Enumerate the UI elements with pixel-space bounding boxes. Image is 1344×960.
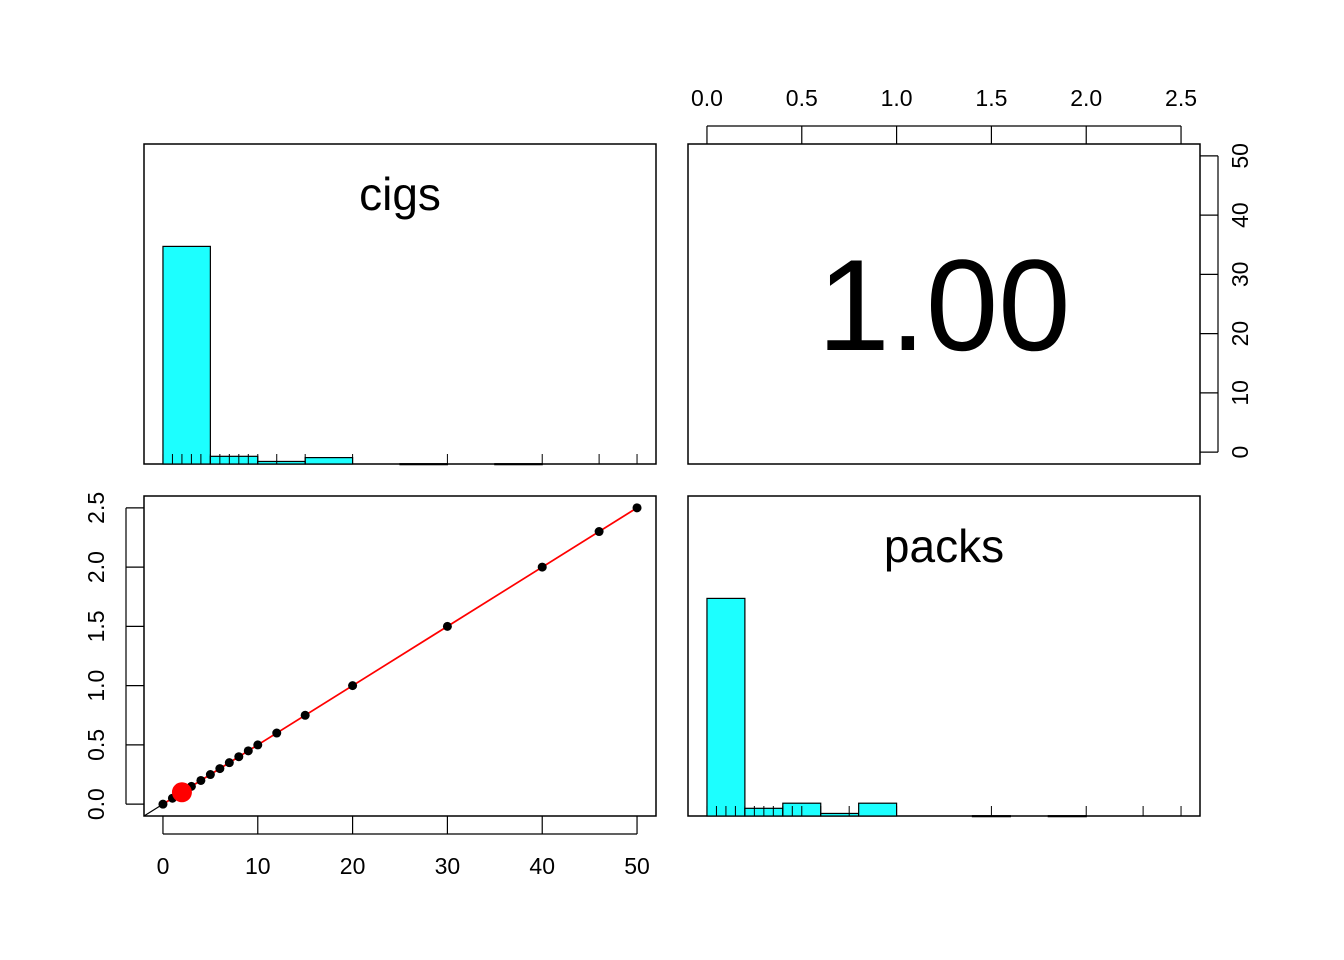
packs-hist-bar (706, 597, 746, 817)
cigs-hist-bar (209, 455, 259, 465)
scatter-point (348, 681, 358, 691)
scatter-point (224, 758, 234, 768)
y-axis-tick-label: 1.5 (83, 610, 109, 642)
scatter-panel (143, 495, 657, 817)
correlation-panel (687, 143, 1201, 465)
right-axis-tick-label: 10 (1227, 380, 1253, 406)
top-axis-tick-label: 0.0 (691, 85, 723, 111)
top-axis-tick-label: 0.5 (786, 85, 818, 111)
top-axis-tick-label: 2.0 (1070, 85, 1102, 111)
fit-line (162, 507, 638, 805)
cigs-hist-bar (494, 463, 543, 466)
scatter-marks: 0 10 20 30 40 50 0.0 0.5 1.0 1.5 2.0 2.5 (83, 492, 650, 879)
scatter-point (442, 621, 452, 631)
top-axis-tick-label: 2.5 (1165, 85, 1197, 111)
right-axis-tick-label: 30 (1227, 262, 1253, 288)
scatter-point (234, 752, 244, 762)
cigs-hist-bar (257, 460, 306, 465)
cigs-title: cigs (359, 168, 441, 220)
packs-title: packs (884, 520, 1004, 572)
scatter-point (196, 775, 206, 785)
cigs-hist-bar (162, 245, 211, 465)
right-axis-tick-label: 20 (1227, 321, 1253, 347)
scatter-point (215, 764, 225, 774)
y-axis-tick-label: 1.0 (83, 670, 109, 702)
x-axis-tick-label: 10 (245, 853, 271, 879)
top-axis-tick-label: 1.5 (975, 85, 1007, 111)
scatter-point (537, 562, 547, 572)
right-axis-tick-label: 0 (1227, 446, 1253, 459)
y-axis-tick-label: 2.5 (83, 492, 109, 524)
packs-hist-bar (820, 812, 860, 817)
x-axis-tick-label: 50 (624, 853, 650, 879)
scatter-point (205, 770, 215, 780)
mean-point (171, 782, 192, 803)
scatter-point (272, 728, 282, 738)
x-axis-tick-label: 30 (435, 853, 461, 879)
scatter-point (594, 527, 604, 537)
scatter-point (632, 503, 642, 513)
packs-hist-bar (858, 802, 898, 817)
scatter-point (158, 799, 168, 809)
cigs-hist-bar (399, 463, 449, 466)
top-axis-tick-label: 1.0 (881, 85, 913, 111)
x-axis-tick-label: 40 (529, 853, 555, 879)
x-axis-tick-label: 0 (157, 853, 170, 879)
correlation-marks: 0.0 0.5 1.0 1.5 2.0 2.5 0 10 20 30 40 50 (691, 85, 1253, 459)
right-axis-tick-label: 40 (1227, 202, 1253, 228)
y-axis-tick-label: 0.0 (83, 788, 109, 820)
right-axis-tick-label: 50 (1227, 143, 1253, 169)
packs-hist-bar (1047, 815, 1087, 818)
cigs-hist-marks (162, 245, 638, 466)
y-axis-tick-label: 2.0 (83, 551, 109, 583)
correlation-value: 1.00 (817, 232, 1070, 378)
scatter-point (300, 710, 310, 720)
scatter-point (253, 740, 263, 750)
y-axis-tick-label: 0.5 (83, 729, 109, 761)
packs-hist-panel (687, 495, 1201, 817)
cigs-hist-bar (304, 457, 354, 465)
x-axis-tick-label: 20 (340, 853, 366, 879)
packs-hist-marks (706, 597, 1182, 818)
scatter-point (243, 746, 253, 756)
